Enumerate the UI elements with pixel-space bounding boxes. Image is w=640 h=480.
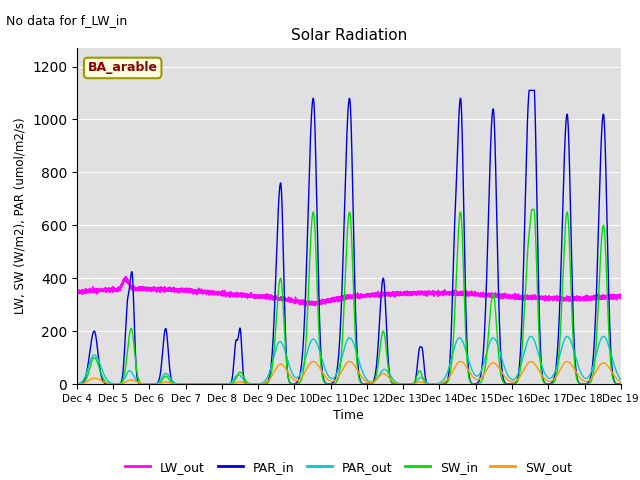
LW_out <box>258 294 266 300</box>
SW_in <box>73 381 81 387</box>
PAR_out <box>258 380 266 386</box>
Line: PAR_in: PAR_in <box>77 90 621 384</box>
Text: BA_arable: BA_arable <box>88 61 157 74</box>
PAR_out <box>617 377 625 383</box>
LW_out <box>311 303 319 309</box>
SW_in <box>199 381 207 387</box>
PAR_out <box>202 381 209 387</box>
SW_in <box>588 378 595 384</box>
PAR_in <box>73 381 81 387</box>
Line: LW_out: LW_out <box>77 276 621 306</box>
LW_out <box>617 295 625 300</box>
SW_out <box>486 362 493 368</box>
SW_in <box>330 381 338 386</box>
SW_in <box>486 313 493 319</box>
SW_in <box>617 381 625 387</box>
Line: PAR_out: PAR_out <box>77 336 621 384</box>
PAR_in <box>617 381 625 387</box>
SW_out <box>331 378 339 384</box>
Line: SW_out: SW_out <box>77 361 621 384</box>
PAR_in <box>594 239 602 245</box>
PAR_in <box>525 87 533 93</box>
SW_out <box>471 375 479 381</box>
LW_out <box>122 273 130 279</box>
LW_out <box>594 295 602 300</box>
PAR_out <box>470 372 478 377</box>
SW_out <box>73 381 81 387</box>
LW_out <box>73 288 81 294</box>
Y-axis label: LW, SW (W/m2), PAR (umol/m2/s): LW, SW (W/m2), PAR (umol/m2/s) <box>13 118 26 314</box>
SW_in <box>258 381 266 387</box>
PAR_in <box>588 371 595 377</box>
PAR_out <box>73 381 81 387</box>
LW_out <box>471 290 479 296</box>
PAR_in <box>330 378 338 384</box>
SW_out <box>617 379 625 385</box>
LW_out <box>331 294 339 300</box>
SW_out <box>258 381 266 386</box>
PAR_out <box>588 369 595 374</box>
Text: No data for f_LW_in: No data for f_LW_in <box>6 14 127 27</box>
Title: Solar Radiation: Solar Radiation <box>291 28 407 43</box>
SW_in <box>528 206 536 212</box>
PAR_in <box>258 381 266 387</box>
Line: SW_in: SW_in <box>77 209 621 384</box>
PAR_out <box>563 334 571 339</box>
LW_out <box>588 297 595 302</box>
PAR_in <box>486 166 493 171</box>
PAR_out <box>486 339 493 345</box>
SW_out <box>588 375 595 381</box>
X-axis label: Time: Time <box>333 409 364 422</box>
Legend: LW_out, PAR_in, PAR_out, SW_in, SW_out: LW_out, PAR_in, PAR_out, SW_in, SW_out <box>120 456 577 479</box>
PAR_out <box>594 345 602 350</box>
PAR_in <box>470 381 478 387</box>
SW_in <box>594 306 602 312</box>
SW_out <box>202 381 210 387</box>
PAR_in <box>202 381 209 387</box>
SW_out <box>309 359 317 364</box>
SW_in <box>470 381 478 387</box>
SW_out <box>594 365 602 371</box>
LW_out <box>486 292 493 298</box>
PAR_out <box>330 374 338 380</box>
